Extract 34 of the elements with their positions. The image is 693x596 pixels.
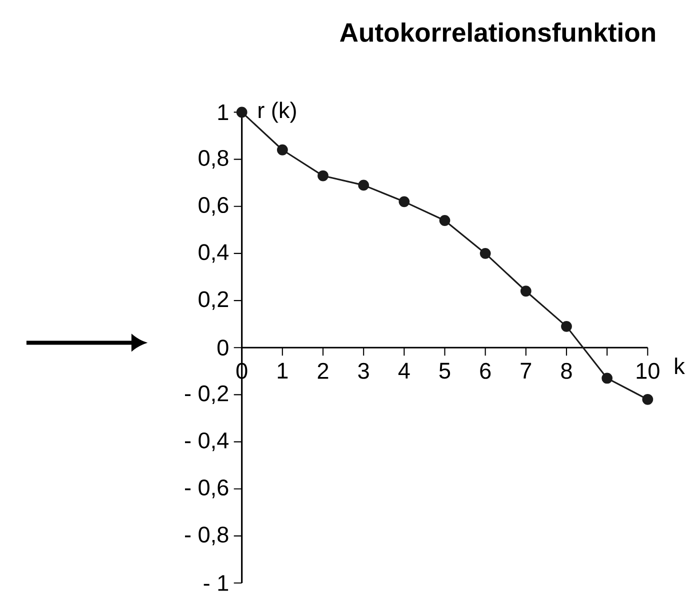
point bbox=[236, 106, 248, 118]
x-tick-label: 10 bbox=[636, 363, 660, 379]
y-tick-label: - 0,6 bbox=[185, 480, 228, 498]
x-tick-label: 6 bbox=[480, 363, 491, 379]
y-tick-label: - 1 bbox=[204, 575, 228, 591]
y-tick-label: - 0,2 bbox=[185, 385, 228, 404]
point bbox=[480, 248, 491, 259]
point bbox=[358, 180, 370, 191]
point bbox=[398, 196, 410, 208]
x-tick-label: 7 bbox=[520, 362, 532, 379]
point bbox=[318, 170, 328, 182]
x-tick-label: 2 bbox=[318, 363, 328, 379]
y-tick-label: 0,4 bbox=[198, 244, 229, 263]
y-tick-label: - 0,8 bbox=[185, 526, 228, 546]
y-tick-label: 1 bbox=[218, 104, 228, 120]
point bbox=[602, 372, 613, 384]
x-axis-title: k bbox=[675, 358, 685, 374]
y-tick-label: 0 bbox=[217, 340, 228, 356]
x-tick-label: 3 bbox=[358, 363, 369, 379]
point bbox=[561, 321, 572, 332]
x-tick-label: 8 bbox=[561, 363, 572, 379]
y-tick-label: 0,6 bbox=[198, 197, 228, 216]
y-tick-label: 0,8 bbox=[198, 150, 228, 169]
y-tick-label: - 0,4 bbox=[185, 432, 228, 452]
x-tick-label: 1 bbox=[278, 362, 288, 379]
y-tick-label: 0,2 bbox=[198, 291, 228, 310]
chart-title: Autokorrelationsfunktion bbox=[340, 22, 655, 42]
x-tick-label: 4 bbox=[398, 362, 410, 379]
point bbox=[520, 286, 532, 297]
point bbox=[642, 394, 654, 405]
point bbox=[439, 215, 450, 226]
y-axis-title: r (k) bbox=[258, 102, 296, 123]
point bbox=[276, 144, 288, 156]
x-tick-label: 5 bbox=[439, 362, 450, 379]
